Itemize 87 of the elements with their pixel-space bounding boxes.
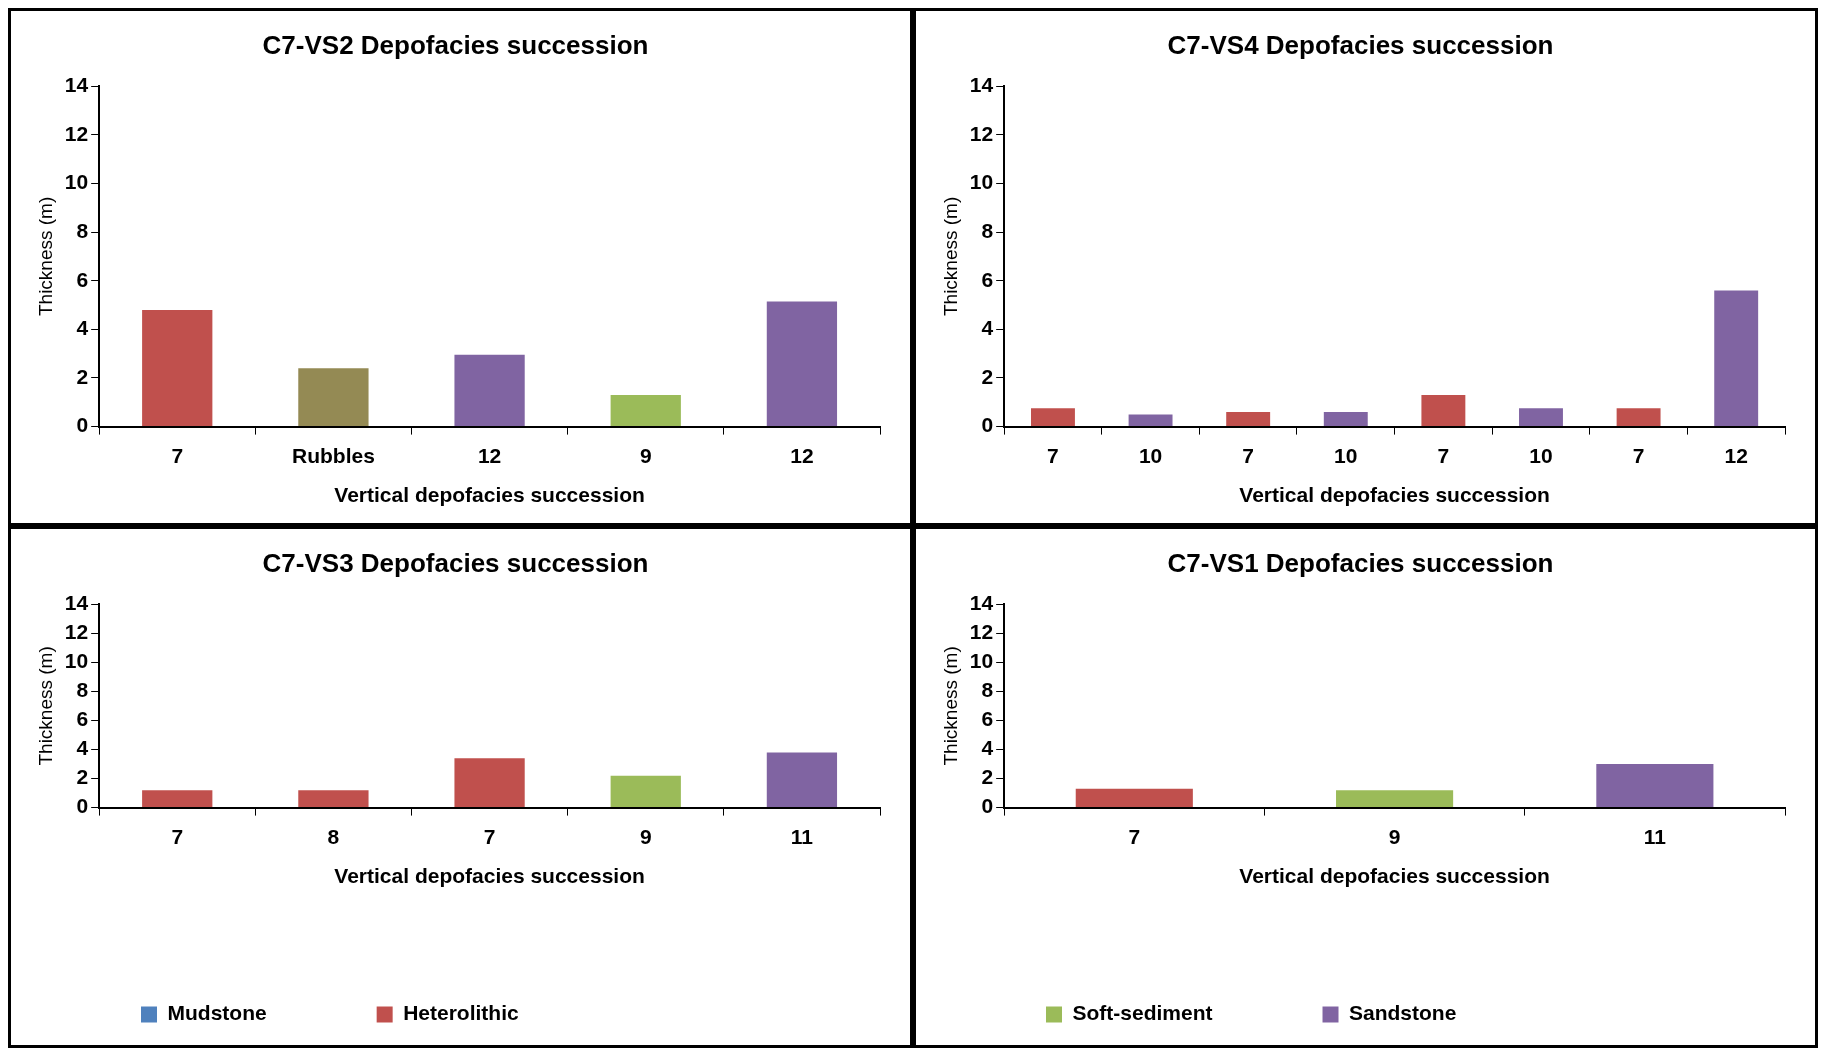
y-tick-label: 0 — [76, 413, 89, 437]
y-tick-label: 0 — [981, 413, 994, 437]
bar — [1616, 408, 1661, 427]
y-tick-label: 10 — [64, 170, 89, 194]
y-tick-label: 14 — [969, 591, 994, 614]
y-tick-label: 0 — [76, 794, 89, 818]
chart-title: C7-VS3 Depofacies succession — [262, 547, 649, 578]
x-tick-label: 11 — [790, 825, 814, 848]
bar — [454, 758, 525, 808]
bar — [610, 775, 681, 808]
y-tick-label: 12 — [969, 121, 994, 145]
x-tick-label: 11 — [1643, 825, 1667, 848]
y-tick-label: 2 — [981, 364, 994, 388]
bar — [454, 354, 525, 427]
y-tick-label: 12 — [64, 121, 89, 145]
bar — [1714, 290, 1759, 427]
y-tick-label: 10 — [969, 649, 994, 673]
x-tick-label: 10 — [1529, 444, 1553, 467]
y-tick-label: 10 — [969, 170, 994, 194]
bar — [1323, 412, 1368, 427]
y-axis-title: Thickness (m) — [939, 646, 961, 766]
y-tick-label: 8 — [76, 678, 89, 702]
chart-title: C7-VS4 Depofacies succession — [1167, 29, 1554, 60]
x-tick-label: Rubbles — [291, 444, 375, 467]
y-tick-label: 14 — [64, 591, 89, 614]
x-tick-label: 12 — [477, 444, 502, 467]
y-tick-label: 14 — [64, 73, 89, 96]
y-tick-label: 14 — [969, 73, 994, 96]
x-tick-label: 7 — [1437, 444, 1450, 467]
y-tick-label: 12 — [969, 620, 994, 644]
legend-label: Sandstone — [1349, 1001, 1457, 1025]
bar — [1031, 408, 1075, 427]
y-axis-title: Thickness (m) — [34, 646, 56, 766]
y-tick-label: 4 — [981, 736, 994, 760]
y-tick-label: 12 — [64, 620, 89, 644]
y-axis-title: Thickness (m) — [34, 196, 56, 317]
bar — [142, 790, 213, 808]
bar — [1128, 414, 1173, 427]
y-tick-label: 0 — [981, 794, 994, 818]
y-tick-label: 4 — [76, 316, 89, 340]
y-tick-label: 2 — [981, 765, 994, 789]
y-tick-label: 2 — [76, 765, 89, 789]
x-tick-label: 10 — [1334, 444, 1358, 467]
y-tick-label: 8 — [76, 218, 89, 242]
y-tick-label: 8 — [981, 678, 994, 702]
y-axis-title: Thickness (m) — [939, 196, 961, 317]
y-tick-label: 10 — [64, 649, 89, 673]
chart-title: C7-VS2 Depofacies succession — [262, 29, 649, 60]
x-tick-label: 7 — [1632, 444, 1645, 467]
legend-label: Soft-sediment — [1072, 1001, 1213, 1025]
x-tick-label: 7 — [1242, 444, 1255, 467]
y-tick-label: 6 — [76, 267, 89, 291]
bar — [1226, 412, 1271, 427]
y-tick-label: 2 — [76, 364, 89, 388]
y-tick-label: 6 — [981, 707, 994, 731]
legend-label: Mudstone — [167, 1001, 267, 1025]
legend-label: Heterolithic — [403, 1001, 519, 1025]
y-tick-label: 4 — [981, 316, 994, 340]
y-tick-label: 4 — [76, 736, 89, 760]
bar — [766, 301, 838, 427]
x-tick-label: 12 — [1724, 444, 1748, 467]
bar — [1519, 408, 1563, 427]
y-tick-label: 6 — [981, 267, 994, 291]
bar — [1421, 394, 1466, 427]
x-tick-label: 12 — [790, 444, 814, 467]
x-tick-label: 9 — [1388, 825, 1401, 848]
bar — [610, 394, 681, 427]
bar — [142, 309, 213, 427]
x-axis-title: Vertical depofacies succession — [1239, 864, 1550, 888]
x-tick-label: 7 — [171, 444, 184, 467]
x-axis-title: Vertical depofacies succession — [334, 483, 645, 507]
x-tick-label: 7 — [1128, 825, 1141, 848]
x-tick-label: 9 — [639, 825, 652, 848]
bar — [298, 790, 369, 808]
x-axis-title: Vertical depofacies succession — [1239, 483, 1550, 507]
x-tick-label: 10 — [1138, 444, 1163, 467]
y-tick-label: 8 — [981, 218, 994, 242]
x-axis-title: Vertical depofacies succession — [334, 864, 645, 888]
x-tick-label: 7 — [171, 825, 184, 848]
y-tick-label: 6 — [76, 707, 89, 731]
x-tick-label: 8 — [327, 825, 340, 848]
bar — [298, 368, 369, 427]
x-tick-label: 9 — [639, 444, 652, 467]
x-tick-label: 7 — [1047, 444, 1059, 467]
chart-title: C7-VS1 Depofacies succession — [1167, 547, 1554, 578]
x-tick-label: 7 — [483, 825, 496, 848]
bar — [766, 752, 838, 808]
